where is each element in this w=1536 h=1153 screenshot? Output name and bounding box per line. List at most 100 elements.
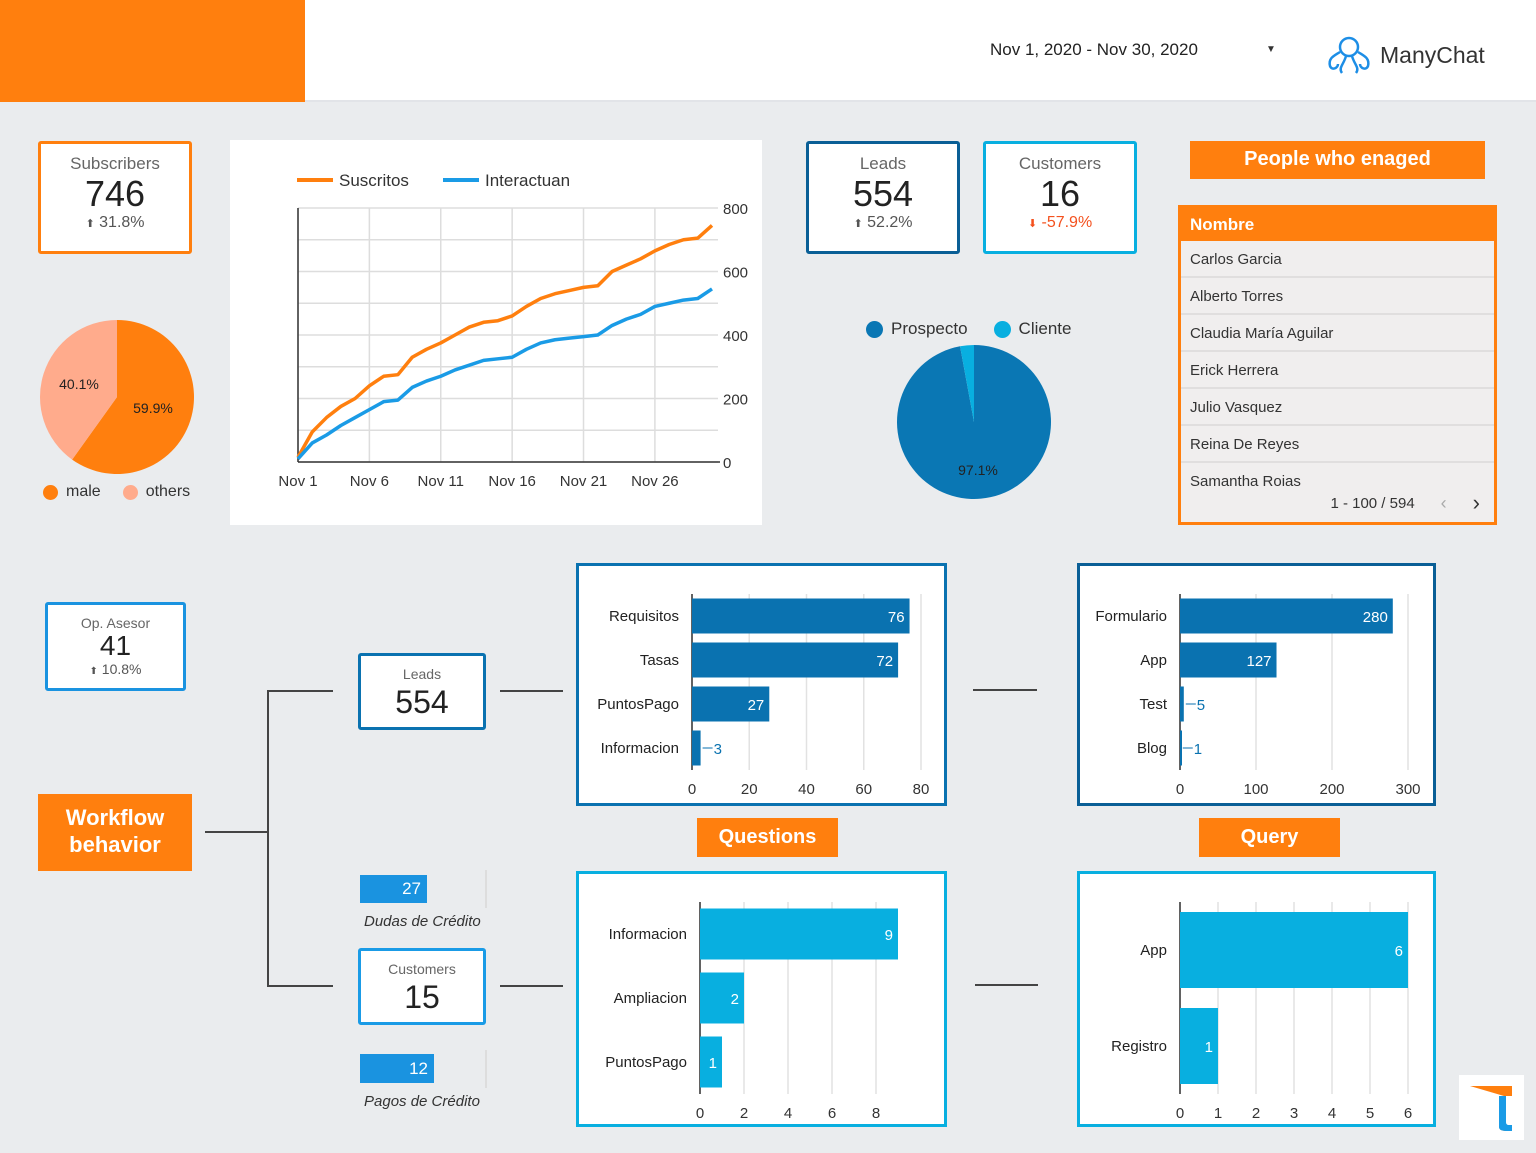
- x-tick-label: 0: [1176, 781, 1184, 798]
- questions-customers-chart-box: 0 2 4 6 8 Informacion 9 Ampliacion 2 PuntosPago 1: [576, 871, 947, 1127]
- manychat-logo: ManyChat: [1326, 34, 1485, 76]
- x-tick-label: 60: [855, 781, 872, 798]
- customers-scorecard: Customers 16 ⬇ -57.9%: [983, 141, 1137, 254]
- leadtype-legend: Prospecto Cliente: [866, 319, 1071, 339]
- query-customers-chart-box: 0 1 2 3 4 5 6 App 6 Registro 1: [1077, 871, 1436, 1127]
- bar-formulario: [1180, 598, 1393, 634]
- x-tick-label: 4: [784, 1105, 792, 1122]
- corner-logo-icon: [1470, 1086, 1512, 1131]
- dudas-label: Dudas de Crédito: [364, 913, 481, 930]
- bar-value-label: 2: [731, 991, 739, 1008]
- arrow-down-icon: ⬇: [1027, 218, 1038, 230]
- subscribers-scorecard: Subscribers 746 ⬆ 31.8%: [38, 141, 192, 254]
- category-label: Registro: [1111, 1038, 1167, 1055]
- leads-scorecard: Leads 554 ⬆ 52.2%: [806, 141, 960, 254]
- kpi-label: Customers: [388, 961, 456, 977]
- y-tick-label: 0: [723, 455, 731, 472]
- category-label: Tasas: [640, 652, 679, 669]
- y-tick-label: 200: [723, 392, 748, 409]
- x-tick-label: 2: [740, 1105, 748, 1122]
- bar-registro: [1180, 1008, 1218, 1084]
- workflow-title-line2: behavior: [69, 832, 161, 857]
- bar-informacion: [692, 730, 701, 766]
- growth-line-chart-panel: Nov 1 Nov 6 Nov 11 Nov 16 Nov 21 Nov 26 0 200 40…: [230, 140, 762, 525]
- pagos-bar: 12: [360, 1054, 434, 1083]
- questions-title: Questions: [697, 818, 838, 857]
- bar-value-label: 6: [1395, 943, 1403, 960]
- pie-slice-others: [40, 320, 117, 460]
- bar-test: [1180, 686, 1184, 722]
- category-label: App: [1140, 652, 1167, 669]
- y-tick-label: 600: [723, 265, 748, 282]
- x-tick-label: Nov 11: [418, 473, 464, 490]
- bar-value-label: 3: [714, 741, 722, 758]
- bar-puntospago: [692, 686, 770, 722]
- asesor-scorecard: Op. Asesor 41 ⬆ 10.8%: [45, 602, 186, 691]
- legend-label-male: male: [66, 483, 101, 500]
- category-label: PuntosPago: [597, 696, 679, 713]
- table-row[interactable]: Claudia María Aguilar: [1181, 315, 1494, 352]
- bar-value-label: 5: [1197, 697, 1205, 714]
- x-tick-label: 4: [1328, 1105, 1336, 1122]
- workflow-customers-scorecard: Customers 15: [358, 948, 486, 1025]
- y-tick-label: 400: [723, 328, 748, 345]
- category-label: App: [1140, 942, 1167, 959]
- legend-label-suscritos: Suscritos: [339, 171, 409, 190]
- connector: [500, 690, 563, 692]
- table-row[interactable]: Julio Vasquez: [1181, 389, 1494, 426]
- workflow-title: Workflow behavior: [38, 794, 192, 871]
- category-label: Formulario: [1095, 608, 1167, 625]
- x-tick-label: 0: [688, 781, 696, 798]
- x-tick-label: 6: [828, 1105, 836, 1122]
- kpi-delta: 10.8%: [101, 661, 142, 677]
- table-row[interactable]: Samantha Roias: [1190, 473, 1301, 490]
- kpi-delta: 31.8%: [99, 214, 145, 231]
- legend-label-prospecto: Prospecto: [891, 319, 968, 338]
- table-row[interactable]: Carlos Garcia: [1181, 241, 1494, 278]
- pagination-range: 1 - 100 / 594: [1330, 494, 1415, 512]
- kpi-delta: 52.2%: [867, 214, 913, 231]
- x-tick-label: 2: [1252, 1105, 1260, 1122]
- table-row[interactable]: Erick Herrera: [1181, 352, 1494, 389]
- y-tick-label: 800: [723, 201, 748, 218]
- connector: [973, 689, 1037, 691]
- table-row[interactable]: Alberto Torres: [1181, 278, 1494, 315]
- x-tick-label: 5: [1366, 1105, 1374, 1122]
- bar-requisitos: [692, 598, 910, 634]
- bar-value-label: 127: [1246, 653, 1271, 670]
- questions-customers-bar-chart: 0 2 4 6 8 Informacion 9 Ampliacion 2 PuntosPago 1: [605, 902, 898, 1122]
- legend-swatch-cliente: [993, 320, 1011, 338]
- kpi-label: Leads: [859, 154, 907, 173]
- connector: [267, 690, 269, 987]
- bar-value-label: 27: [748, 697, 765, 714]
- table-row[interactable]: Reina De Reyes: [1181, 426, 1494, 463]
- x-tick-label: Nov 26: [631, 473, 679, 490]
- category-label: Requisitos: [609, 608, 679, 625]
- bar-tasas: [692, 642, 899, 678]
- connector: [205, 831, 269, 833]
- bar-value-label: 1: [1194, 741, 1202, 758]
- category-label: Informacion: [609, 926, 687, 943]
- next-page-icon[interactable]: ›: [1472, 490, 1480, 515]
- connector: [267, 690, 333, 692]
- legend-label-interactuan: Interactuan: [485, 171, 570, 190]
- brand-name: ManyChat: [1380, 41, 1485, 68]
- legend-label-cliente: Cliente: [1018, 319, 1072, 338]
- query-customers-bar-chart: 0 1 2 3 4 5 6 App 6 Registro 1: [1111, 902, 1412, 1122]
- bar-value-label: 9: [885, 927, 893, 944]
- prev-page-icon[interactable]: ‹: [1440, 492, 1447, 513]
- growth-line-chart: Nov 1 Nov 6 Nov 11 Nov 16 Nov 21 Nov 26 0 200 40…: [278, 171, 748, 490]
- workflow-leads-scorecard: Leads 554: [358, 653, 486, 730]
- gender-pie-chart: 59.9% 40.1%: [40, 320, 194, 474]
- x-tick-label: 8: [872, 1105, 880, 1122]
- questions-leads-chart-box: 0 20 40 60 80 Requisitos 76 Tasas 72 PuntosPago 27…: [576, 563, 947, 806]
- axis-line: [485, 870, 487, 908]
- bar-app: [1180, 642, 1277, 678]
- caret-down-icon[interactable]: ▼: [1266, 44, 1276, 55]
- date-range-picker[interactable]: Nov 1, 2020 - Nov 30, 2020: [990, 40, 1198, 59]
- column-header-nombre[interactable]: Nombre: [1181, 208, 1494, 241]
- legend-swatch-prospecto: [866, 320, 883, 338]
- query-leads-chart-box: 0 100 200 300 Formulario 280 App 127 Test 5 Blog 1: [1077, 563, 1436, 806]
- category-label: Ampliacion: [614, 990, 687, 1007]
- octopus-icon: [1328, 36, 1370, 74]
